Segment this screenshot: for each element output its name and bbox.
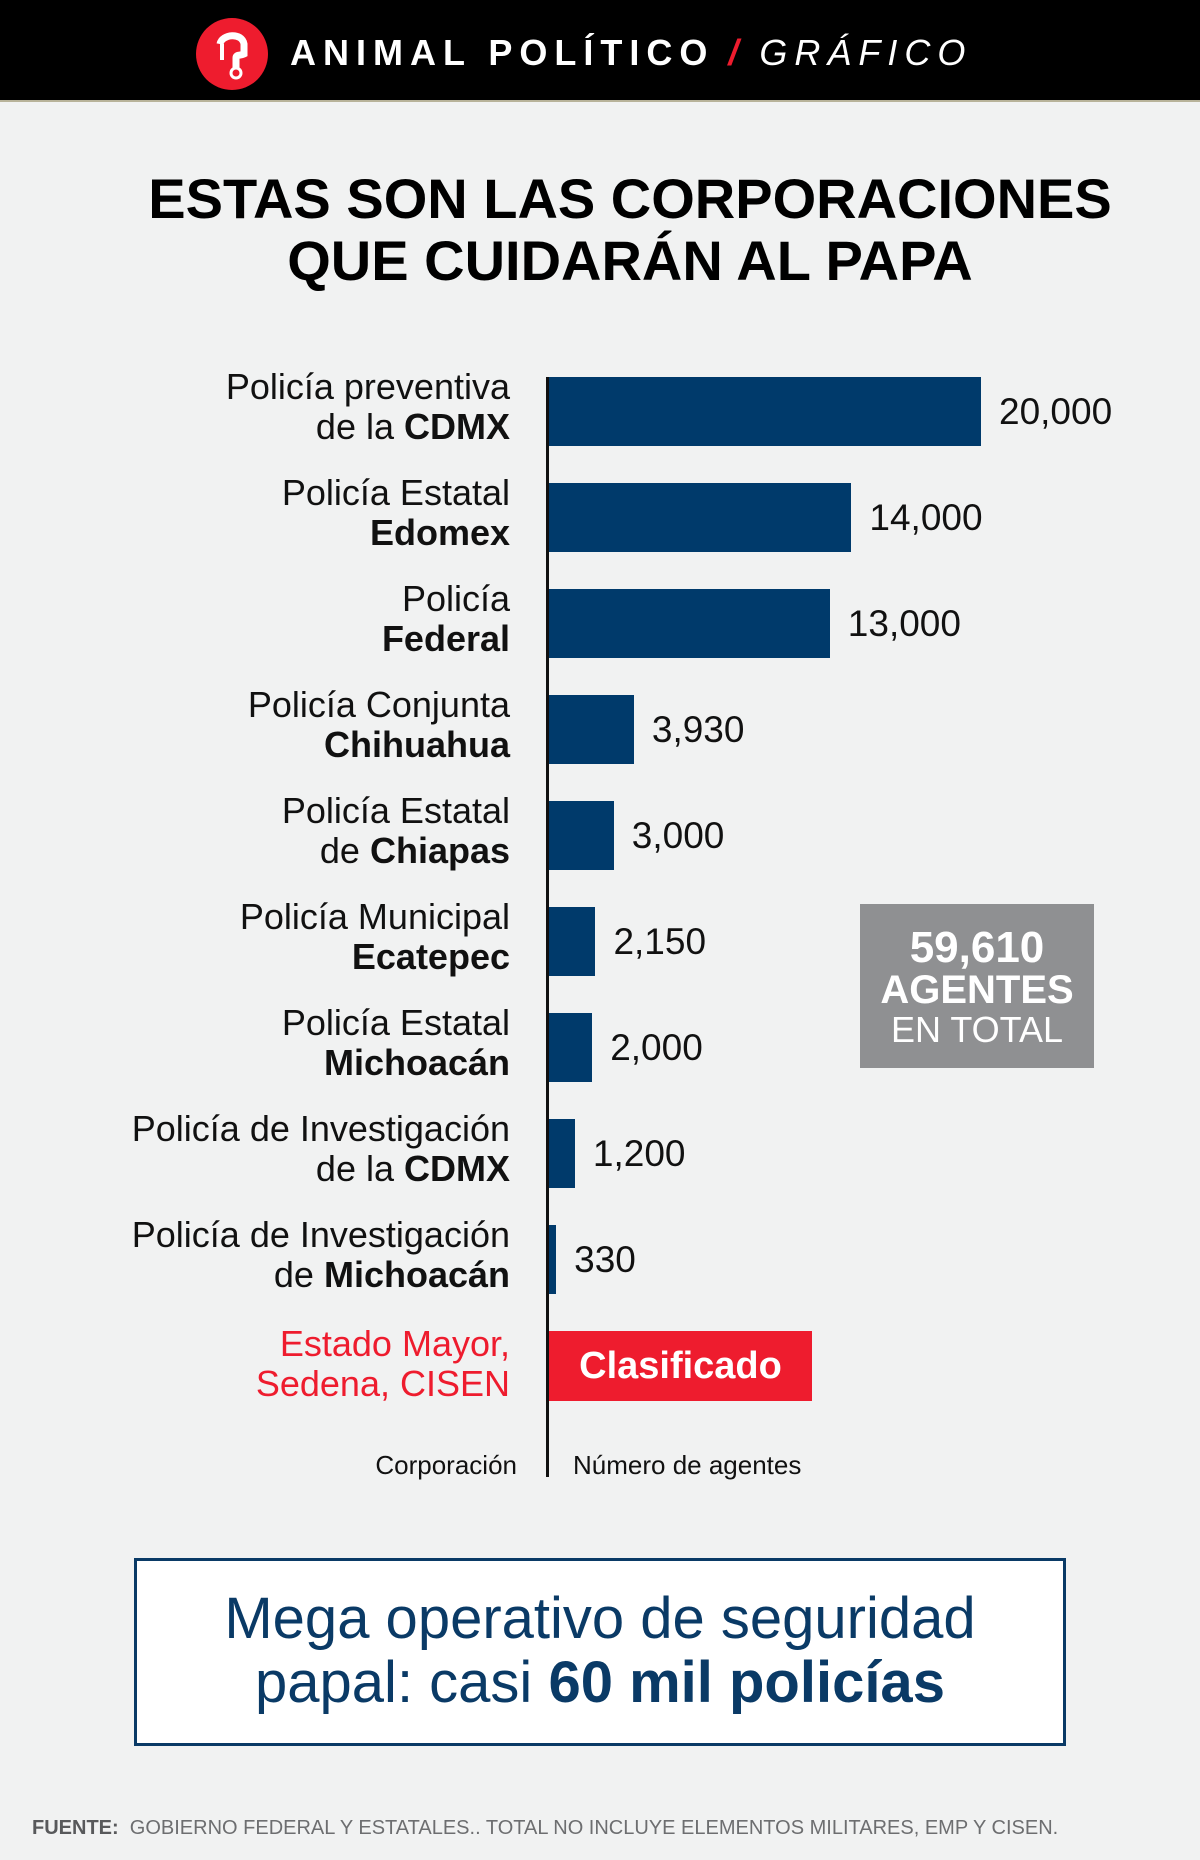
- label-bold: Chiapas: [369, 830, 510, 871]
- summary-highlight: 60 mil policías: [548, 1650, 945, 1715]
- bar: [549, 1013, 593, 1082]
- label-line: de Michoacán: [10, 1255, 510, 1295]
- summary-box: Mega operativo de seguridad papal: casi 6…: [134, 1558, 1066, 1746]
- category-label: Policía de Investigación de Michoacán: [10, 1215, 510, 1295]
- label-line: de Chiapas: [10, 831, 510, 871]
- label-line: Edomex: [10, 513, 510, 553]
- bar: [549, 801, 614, 870]
- label-line: Policía Municipal: [239, 896, 510, 937]
- elephant-logo-icon: [196, 18, 268, 90]
- bar: [549, 377, 981, 446]
- summary-line-2: papal: casi 60 mil policías: [137, 1651, 1063, 1715]
- category-label: Policía preventiva de la CDMX: [10, 367, 510, 447]
- label-line: Estado Mayor,: [279, 1323, 510, 1364]
- x-axis-label: Número de agentes: [573, 1450, 802, 1480]
- value-label: 3,000: [631, 815, 725, 856]
- source-label: FUENTE:: [32, 1817, 119, 1839]
- label-line: Michoacán: [10, 1043, 510, 1083]
- label-line: Federal: [10, 619, 510, 659]
- label-line: Policía: [401, 578, 510, 619]
- bar: [549, 907, 596, 976]
- value-label: 20,000: [999, 391, 1113, 432]
- y-axis-line: [546, 377, 549, 1477]
- value-label: 2,000: [610, 1027, 703, 1068]
- category-label: Policía Estatal Michoacán: [10, 1003, 510, 1083]
- label-text: de la: [315, 1148, 404, 1189]
- label-bold: Michoacán: [323, 1254, 510, 1295]
- total-number: 59,610: [909, 923, 1045, 972]
- label-line: Policía Conjunta: [247, 684, 510, 725]
- summary-text: papal: casi: [255, 1650, 549, 1715]
- label-text: de: [319, 830, 370, 871]
- total-unit: AGENTES: [880, 968, 1074, 1012]
- label-line: Policía preventiva: [225, 366, 510, 407]
- bar: [549, 695, 634, 764]
- label-line: Sedena, CISEN: [255, 1363, 510, 1404]
- label-line: Policía Estatal: [281, 472, 510, 513]
- brand-title: ANIMAL POLÍTICO / GRÁFICO: [290, 32, 972, 74]
- label-bold: Federal: [381, 618, 510, 659]
- summary-line-1: Mega operativo de seguridad: [224, 1586, 976, 1651]
- total-caption: EN TOTAL: [890, 1009, 1064, 1050]
- source-text: GOBIERNO FEDERAL Y ESTATALES.. TOTAL NO …: [129, 1817, 1059, 1839]
- brand-slash: /: [728, 32, 746, 73]
- section-name: GRÁFICO: [759, 32, 973, 73]
- header: ANIMAL POLÍTICO / GRÁFICO: [0, 0, 1200, 102]
- label-line: Policía Estatal: [281, 1002, 510, 1043]
- value-label: 13,000: [847, 603, 961, 644]
- label-bold: Ecatepec: [351, 936, 510, 977]
- category-label: Policía Municipal Ecatepec: [10, 897, 510, 977]
- label-text: de la: [315, 406, 404, 447]
- label-bold: CDMX: [404, 1148, 510, 1189]
- label-line: Ecatepec: [10, 937, 510, 977]
- bar: [549, 1225, 557, 1294]
- value-label: 3,930: [651, 709, 745, 750]
- title-line-1: ESTAS SON LAS CORPORACIONES: [148, 167, 1112, 230]
- label-line: Chihuahua: [10, 725, 510, 765]
- label-line: Policía de Investigación: [131, 1214, 510, 1255]
- label-line: de la CDMX: [10, 1149, 510, 1189]
- label-line: Policía de Investigación: [131, 1108, 510, 1149]
- category-label: Policía Estatal de Chiapas: [10, 791, 510, 871]
- total-badge: 59,610 AGENTES EN TOTAL: [860, 904, 1094, 1068]
- value-label: 330: [574, 1239, 636, 1280]
- label-bold: Edomex: [369, 512, 510, 553]
- value-label: 2,150: [613, 921, 707, 962]
- page-title: ESTAS SON LAS CORPORACIONES QUE CUIDARÁN …: [0, 168, 1200, 292]
- bar: [549, 483, 852, 552]
- label-bold: Michoacán: [323, 1042, 510, 1083]
- category-label: Policía Conjunta Chihuahua: [10, 685, 510, 765]
- brand-name: ANIMAL POLÍTICO: [290, 32, 715, 73]
- value-label: 14,000: [869, 497, 983, 538]
- bar: [549, 589, 830, 658]
- label-line: de la CDMX: [10, 407, 510, 447]
- footer-source: FUENTE: GOBIERNO FEDERAL Y ESTATALES.. T…: [32, 1817, 1058, 1840]
- value-label: 1,200: [592, 1133, 686, 1174]
- label-text: de: [273, 1254, 324, 1295]
- bar: [549, 1119, 575, 1188]
- classified-bar: Clasificado: [549, 1331, 812, 1401]
- category-label-classified: Estado Mayor, Sedena, CISEN: [10, 1324, 510, 1404]
- category-label: Policía Federal: [10, 579, 510, 659]
- label-bold: Chihuahua: [324, 724, 510, 765]
- label-line: Policía Estatal: [281, 790, 510, 831]
- y-axis-label: Corporación: [375, 1450, 517, 1480]
- title-line-2: QUE CUIDARÁN AL PAPA: [287, 229, 973, 292]
- label-bold: CDMX: [404, 406, 510, 447]
- category-label: Policía de Investigación de la CDMX: [10, 1109, 510, 1189]
- category-label: Policía Estatal Edomex: [10, 473, 510, 553]
